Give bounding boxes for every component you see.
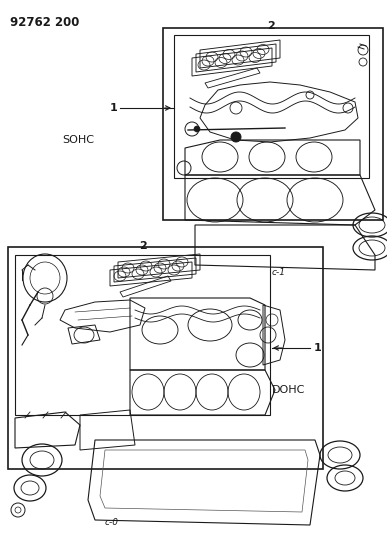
- Text: 1: 1: [109, 103, 117, 113]
- Text: 1: 1: [314, 343, 322, 353]
- Text: c-1: c-1: [272, 268, 286, 277]
- Bar: [15, 255, 270, 415]
- Ellipse shape: [231, 132, 241, 142]
- Bar: [174, 35, 369, 178]
- Text: 92762 200: 92762 200: [10, 16, 79, 29]
- Ellipse shape: [194, 126, 200, 132]
- Text: 2: 2: [139, 241, 146, 251]
- Bar: [163, 28, 383, 220]
- Text: c-0: c-0: [105, 518, 119, 527]
- Bar: [8, 247, 323, 469]
- Text: 2: 2: [268, 21, 276, 31]
- Text: SOHC: SOHC: [62, 135, 94, 145]
- Text: DOHC: DOHC: [272, 385, 305, 395]
